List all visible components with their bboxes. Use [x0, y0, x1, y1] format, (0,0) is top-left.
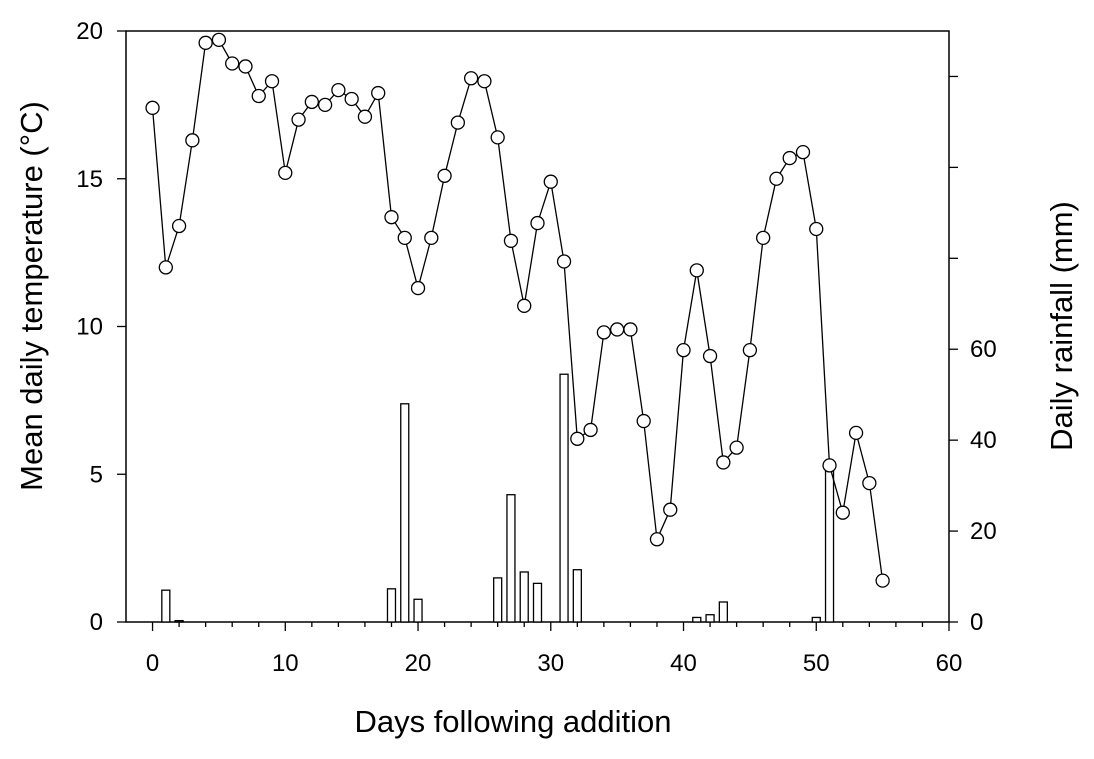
- rainfall-bars: [161, 373, 835, 623]
- temperature-point: [264, 74, 280, 89]
- x-tick-label: 40: [670, 650, 697, 677]
- temperature-point: [397, 230, 412, 246]
- y-axis-right-title: Daily rainfall (mm): [1044, 201, 1079, 451]
- temperature-point: [278, 165, 293, 180]
- x-tick-label: 10: [272, 650, 299, 677]
- temperature-point: [517, 298, 532, 313]
- temperature-point: [742, 342, 758, 358]
- temperature-point: [437, 168, 452, 183]
- y-axis-left: 0 5 10 15 20: [76, 18, 126, 636]
- temperature-point: [583, 422, 598, 438]
- y-right-tick-label: 40: [970, 427, 997, 454]
- temperature-point: [596, 325, 612, 340]
- rainfall-bar: [493, 577, 503, 623]
- temperature-point: [211, 32, 227, 48]
- rainfall-bar: [718, 601, 728, 623]
- temperature-point: [304, 94, 319, 110]
- temperature-point: [357, 109, 373, 124]
- temperature-point: [729, 440, 744, 455]
- temperature-point: [198, 35, 213, 50]
- y-right-tick-label: 20: [970, 518, 997, 545]
- temperature-series-line: [151, 39, 884, 581]
- temperature-point: [490, 130, 505, 145]
- temperature-point: [145, 100, 160, 115]
- rainfall-bar: [692, 616, 702, 623]
- temperature-point: [251, 88, 266, 104]
- x-tick-label: 0: [146, 650, 159, 677]
- rainfall-bar: [161, 589, 171, 623]
- rainfall-bar: [506, 494, 516, 623]
- x-axis-title: Days following addition: [354, 704, 671, 739]
- temperature-point: [649, 532, 665, 547]
- temperature-point: [463, 71, 479, 86]
- y-axis-right: 0 20 40 60: [949, 75, 997, 636]
- rainfall-bar: [400, 403, 410, 623]
- x-tick-label: 60: [936, 650, 963, 677]
- temperature-point: [822, 458, 837, 473]
- temperature-point: [503, 233, 519, 248]
- rainfall-bar: [386, 588, 397, 623]
- temperature-point: [769, 171, 784, 186]
- temperature-point: [835, 505, 850, 520]
- temperature-points: [145, 32, 890, 588]
- temperature-point: [331, 82, 346, 98]
- y-right-tick-label: 0: [970, 609, 983, 636]
- temperature-line: [151, 39, 884, 581]
- y-left-tick-label: 20: [76, 18, 103, 45]
- y-axis-left-title: Mean daily temperature (°C): [14, 101, 49, 491]
- temperature-point: [556, 254, 572, 269]
- temperature-point: [291, 112, 306, 127]
- temperature-point: [756, 230, 771, 246]
- y-right-tick-label: 60: [970, 336, 997, 363]
- y-left-tick-label: 15: [76, 166, 103, 193]
- temperature-point: [848, 425, 864, 441]
- y-left-tick-label: 5: [90, 461, 103, 488]
- temperature-point: [238, 59, 253, 74]
- temperature-point: [171, 218, 187, 234]
- temperature-point: [636, 413, 651, 429]
- temperature-point: [158, 260, 173, 275]
- y-left-tick-label: 0: [90, 609, 103, 636]
- temperature-point: [716, 455, 731, 470]
- temperature-point: [702, 348, 718, 364]
- temperature-point: [875, 573, 890, 588]
- temperature-point: [225, 56, 240, 71]
- x-tick-label: 50: [803, 650, 830, 677]
- temperature-point: [344, 91, 359, 107]
- y-left-tick-label: 10: [76, 314, 103, 341]
- rainfall-bar: [705, 614, 715, 623]
- x-axis: 0 10 20 30 40 50 60: [146, 622, 962, 677]
- temperature-point: [609, 322, 625, 337]
- temperature-point: [570, 431, 585, 446]
- rainfall-bar: [532, 582, 543, 623]
- temperature-point: [424, 230, 439, 246]
- rainfall-bar: [572, 569, 582, 623]
- temperature-point: [862, 475, 877, 491]
- temperature-point: [477, 74, 492, 89]
- rainfall-bar: [824, 464, 835, 623]
- temperature-point: [371, 85, 386, 101]
- temperature-point: [809, 221, 824, 237]
- rainfall-bar: [559, 373, 569, 623]
- rainfall-bar: [413, 598, 423, 623]
- temperature-point: [317, 97, 333, 113]
- rainfall-bar: [811, 616, 821, 623]
- rainfall-bar: [174, 619, 184, 623]
- temperature-point: [450, 115, 466, 130]
- temperature-point: [623, 322, 638, 337]
- temperature-point: [543, 174, 558, 189]
- x-tick-label: 20: [405, 650, 432, 677]
- x-tick-label: 30: [537, 650, 564, 677]
- rainfall-bar: [519, 571, 529, 623]
- temperature-point: [782, 150, 797, 166]
- temperature-point: [795, 145, 811, 160]
- temperature-point: [185, 133, 200, 148]
- temperature-point: [663, 502, 678, 517]
- temperature-point: [530, 215, 545, 231]
- temperature-point: [410, 280, 426, 296]
- temperature-point: [384, 210, 399, 225]
- temperature-point: [689, 263, 704, 278]
- temperature-point: [676, 342, 691, 358]
